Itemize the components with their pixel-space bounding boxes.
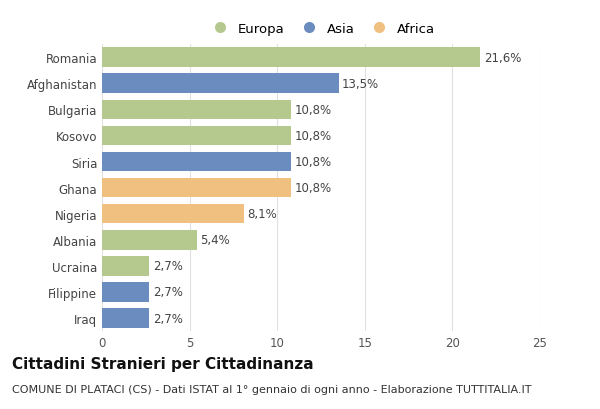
Text: 13,5%: 13,5% <box>342 78 379 90</box>
Text: 10,8%: 10,8% <box>295 182 332 195</box>
Bar <box>102 256 149 276</box>
Text: 10,8%: 10,8% <box>295 156 332 169</box>
Bar <box>102 100 291 120</box>
Bar <box>102 152 291 172</box>
Bar <box>102 308 149 328</box>
Bar <box>102 283 149 302</box>
Bar <box>102 48 481 68</box>
Text: 2,7%: 2,7% <box>153 286 182 299</box>
Text: 10,8%: 10,8% <box>295 103 332 117</box>
Bar <box>102 230 197 250</box>
Bar <box>102 204 244 224</box>
Bar <box>102 74 338 94</box>
Bar <box>102 178 291 198</box>
Text: 21,6%: 21,6% <box>484 52 521 65</box>
Text: 5,4%: 5,4% <box>200 234 230 247</box>
Bar <box>102 126 291 146</box>
Text: 2,7%: 2,7% <box>153 312 182 325</box>
Text: 10,8%: 10,8% <box>295 130 332 143</box>
Legend: Europa, Asia, Africa: Europa, Asia, Africa <box>201 17 441 41</box>
Text: Cittadini Stranieri per Cittadinanza: Cittadini Stranieri per Cittadinanza <box>12 356 314 371</box>
Text: 8,1%: 8,1% <box>247 208 277 220</box>
Text: COMUNE DI PLATACI (CS) - Dati ISTAT al 1° gennaio di ogni anno - Elaborazione TU: COMUNE DI PLATACI (CS) - Dati ISTAT al 1… <box>12 384 532 394</box>
Text: 2,7%: 2,7% <box>153 260 182 273</box>
